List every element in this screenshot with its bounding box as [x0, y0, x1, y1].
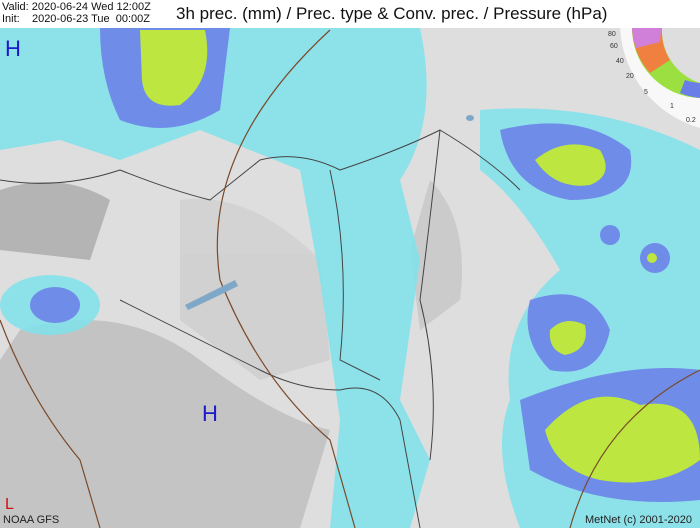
valid-time: Valid: 2020-06-24 Wed 12:00Z Init: 2020-… — [2, 1, 151, 25]
legend-label-20: 20 — [626, 73, 634, 80]
map-title: 3h prec. (mm) / Prec. type & Conv. prec.… — [176, 4, 608, 23]
init-line: Init: 2020-06-23 Tue 00:00Z — [2, 13, 150, 25]
lakes — [185, 115, 474, 310]
high-pressure-marker: H — [202, 401, 218, 426]
model-source: NOAA GFS — [3, 514, 60, 526]
terrain-shading — [0, 180, 462, 528]
header-bar: Valid: 2020-06-24 Wed 12:00Z Init: 2020-… — [0, 0, 700, 28]
isobars — [0, 29, 700, 528]
legend-label-1: 1 — [670, 103, 674, 110]
legend-label-80: 80 — [608, 31, 616, 38]
precip-type-legend: 80 60 40 20 5 1 0.2 — [608, 28, 700, 128]
copyright: MetNet (c) 2001-2020 — [585, 514, 692, 526]
legend-label-5: 5 — [644, 89, 648, 96]
legend-label-0-2: 0.2 — [686, 117, 696, 124]
low-pressure-marker: L — [5, 496, 14, 513]
precip-heavy — [140, 30, 700, 483]
legend-label-60: 60 — [610, 43, 618, 50]
valid-line: Valid: 2020-06-24 Wed 12:00Z — [2, 1, 151, 13]
borders — [0, 129, 521, 528]
high-pressure-marker: H — [5, 36, 21, 61]
legend-label-40: 40 — [616, 58, 624, 65]
